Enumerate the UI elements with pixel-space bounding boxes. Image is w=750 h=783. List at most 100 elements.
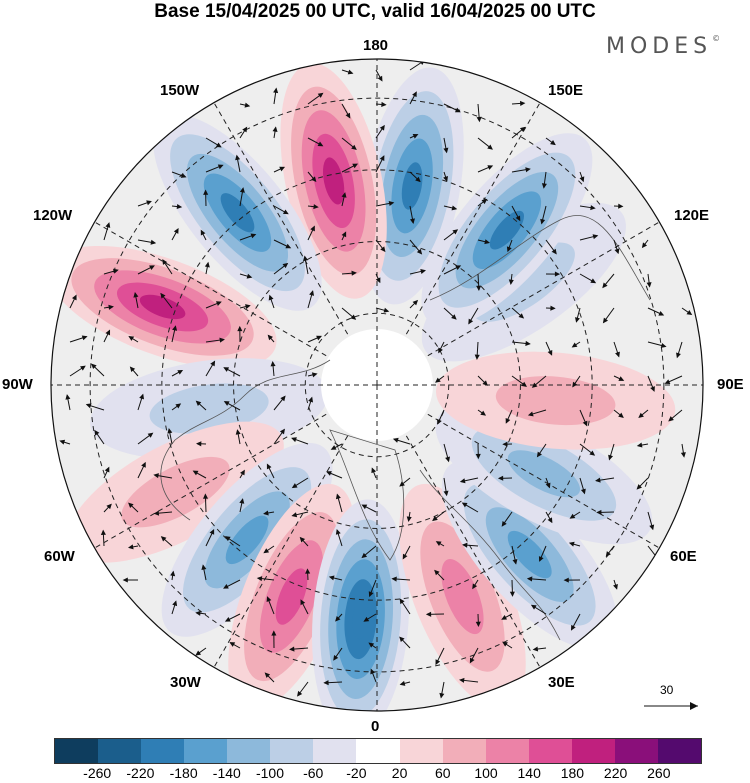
- lon-label-120e: 120E: [674, 207, 710, 224]
- wind-arrow-head: [412, 91, 417, 98]
- wind-arrow-head: [282, 209, 289, 215]
- latitude-circle: [161, 169, 593, 601]
- wind-arrow-head: [128, 335, 135, 341]
- wind-arrow-head: [223, 401, 230, 406]
- wind-arrow-head: [153, 510, 160, 516]
- wind-arrow-head: [128, 502, 134, 508]
- colorbar-tick-label: -100: [255, 765, 285, 781]
- wind-arrow-head: [256, 576, 263, 582]
- wind-arrow-head: [204, 261, 210, 268]
- wind-arrow-head: [415, 176, 421, 183]
- colorbar-cell: [614, 739, 658, 763]
- wind-arrow-head: [219, 337, 225, 343]
- wind-arrow-head: [526, 576, 533, 582]
- lon-label-150w: 150W: [160, 82, 200, 99]
- wind-arrow-head: [335, 616, 341, 622]
- wind-arrow-head: [167, 428, 173, 434]
- wind-arrow-head: [680, 452, 686, 458]
- wind-arrow-head: [375, 277, 381, 284]
- wind-arrow-head: [425, 611, 432, 617]
- wind-arrow-head: [525, 340, 531, 346]
- wind-arrow-head: [608, 454, 614, 461]
- anomaly-field: [51, 63, 676, 711]
- wind-arrow-head: [291, 512, 298, 518]
- colorbar-tick-label: 20: [391, 765, 408, 781]
- wind-arrow-head: [91, 363, 97, 370]
- colorbar-tick-label: -140: [212, 765, 241, 781]
- wind-arrow-head: [271, 630, 277, 636]
- wind-arrow-head: [266, 463, 272, 470]
- wind-arrow-head: [209, 528, 215, 535]
- wind-arrow-head: [641, 242, 648, 249]
- wind-arrow-head: [264, 672, 271, 678]
- colorbar-cell: [442, 739, 486, 763]
- wind-arrow-head: [541, 183, 547, 189]
- wind-arrow-head: [527, 411, 534, 417]
- wind-arrow-head: [571, 342, 578, 348]
- wind-arrow-head: [618, 203, 624, 209]
- wind-arrow-head: [133, 291, 139, 298]
- wind-arrow-head: [438, 347, 443, 354]
- wind-arrow-head: [94, 429, 100, 436]
- wind-arrow-head: [317, 92, 324, 98]
- wind-arrow-head: [412, 299, 419, 306]
- colorbar-cell: [184, 739, 228, 763]
- wind-arrow-head: [602, 317, 609, 324]
- wind-arrow-head: [388, 201, 395, 206]
- wind-arrow-head: [217, 164, 224, 170]
- wind-arrow-head: [300, 599, 306, 606]
- wind-arrow-head: [268, 294, 274, 301]
- lon-label-90e: 90E: [717, 376, 744, 393]
- wind-arrow-head: [437, 418, 442, 425]
- wind-arrow-head: [570, 624, 576, 631]
- colorbar-tick-label: 260: [647, 765, 671, 781]
- wind-arrow-head: [104, 466, 110, 473]
- wind-arrow-head: [139, 393, 145, 400]
- wind-arrow-head: [590, 205, 596, 211]
- wind-arrow-head: [636, 442, 643, 448]
- lon-label-120w: 120W: [33, 207, 73, 224]
- wind-arrow-head: [580, 488, 586, 495]
- wind-arrow-head: [399, 636, 405, 643]
- wind-arrow-head: [399, 598, 405, 605]
- colorbar: [54, 738, 702, 764]
- wind-arrow-head: [240, 469, 245, 476]
- wind-arrow-head: [462, 542, 468, 548]
- wind-arrow-head: [280, 395, 286, 402]
- wind-arrow-head: [153, 473, 159, 479]
- wind-arrow-head: [215, 142, 222, 148]
- wind-arrow-head: [350, 314, 357, 320]
- wind-arrow-head: [475, 453, 481, 460]
- wind-arrow-head: [521, 381, 528, 387]
- map-disc: [51, 59, 703, 711]
- wind-arrow-head: [326, 471, 332, 476]
- wind-arrow-head: [317, 141, 324, 147]
- wind-arrow-head: [402, 553, 408, 560]
- wind-arrow-head: [250, 233, 257, 239]
- wind-arrow-head: [180, 173, 187, 178]
- wind-arrow-head: [333, 655, 339, 661]
- wind-arrow-head: [239, 498, 245, 504]
- wind-arrow-head: [550, 305, 556, 311]
- wind-arrow-head: [341, 231, 347, 238]
- wind-arrow-head: [242, 126, 248, 133]
- wind-arrow-head: [162, 259, 168, 265]
- wind-arrow-head: [237, 325, 243, 332]
- lon-label-0: 0: [371, 718, 380, 735]
- wind-arrow-head: [487, 165, 494, 170]
- wind-arrow-head: [352, 163, 359, 169]
- wind-arrow-head: [536, 451, 542, 458]
- wind-arrow-head: [200, 229, 206, 236]
- wind-arrow-head: [244, 102, 251, 108]
- wind-arrow-head: [443, 176, 448, 182]
- colorbar-cell: [313, 739, 357, 763]
- wind-arrow-head: [482, 380, 488, 386]
- wind-arrow-head: [351, 270, 357, 276]
- wind-arrow-head: [328, 575, 335, 581]
- wind-arrow-head: [595, 477, 601, 483]
- colorbar-cell: [657, 739, 701, 763]
- wind-arrow-head: [481, 198, 488, 205]
- wind-arrow-head: [105, 329, 111, 336]
- wind-arrow-head: [129, 366, 136, 373]
- wind-arrow-head: [210, 360, 216, 367]
